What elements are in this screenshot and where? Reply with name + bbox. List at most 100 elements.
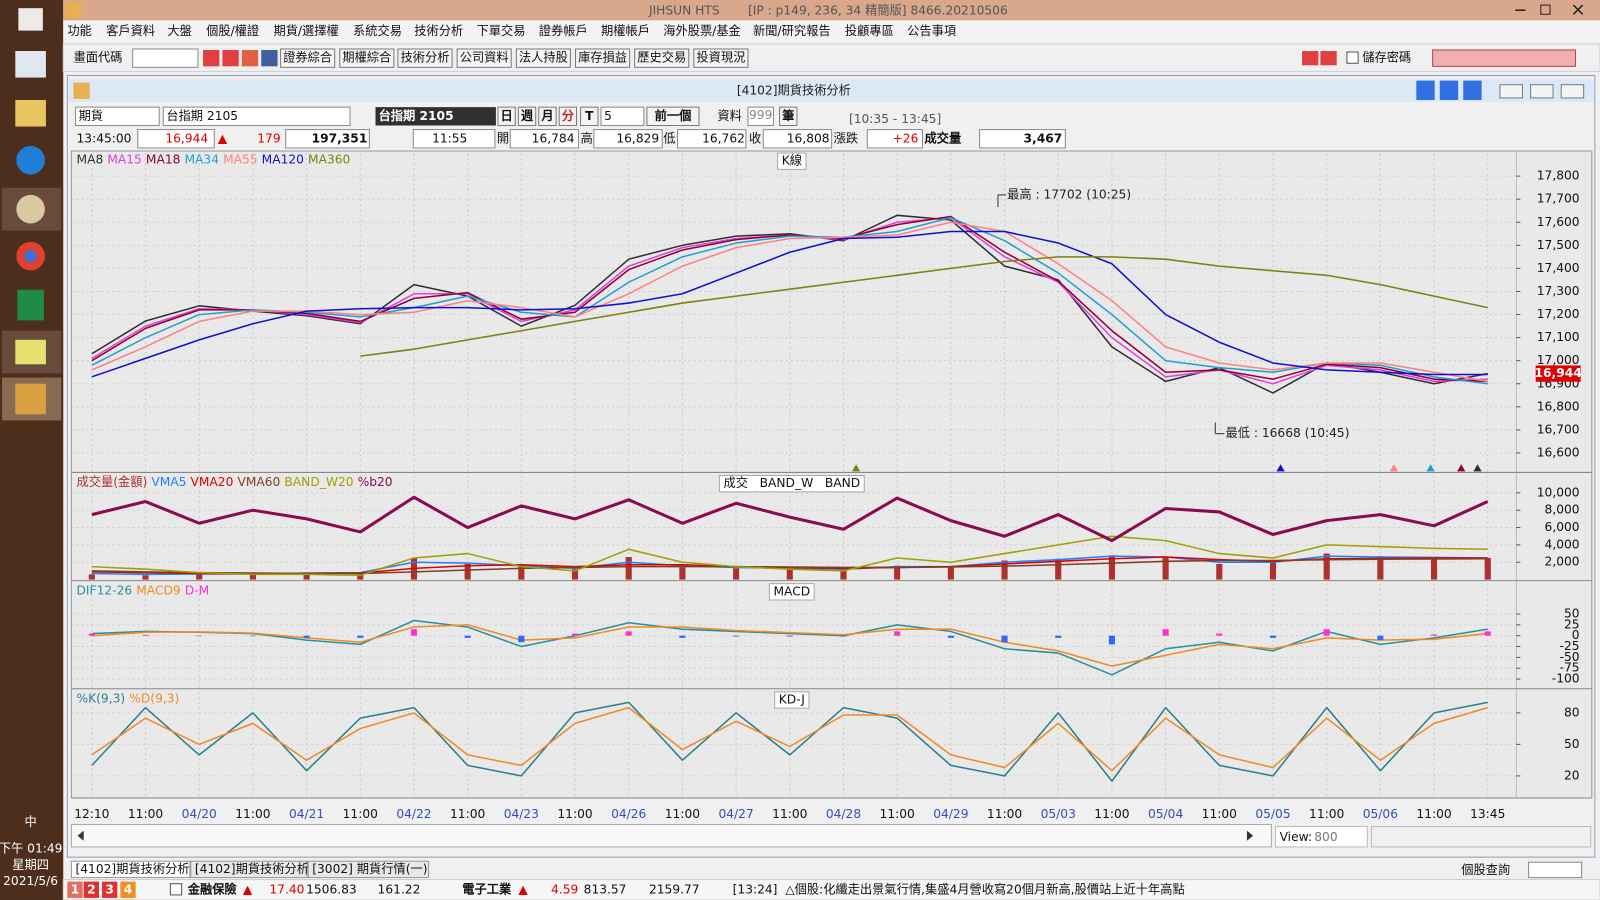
toolbar-button[interactable] — [339, 48, 395, 68]
restore-button[interactable] — [1540, 4, 1551, 15]
menu-item[interactable]: 功能 — [67, 24, 91, 38]
window-button[interactable] — [1463, 80, 1482, 100]
data-count-box[interactable] — [747, 106, 774, 127]
window-close[interactable] — [1560, 84, 1585, 99]
app-icon[interactable] — [15, 339, 46, 365]
period-button[interactable] — [497, 106, 516, 127]
toolbar-button[interactable] — [574, 48, 631, 68]
menu-item[interactable]: 期權帳戶 — [601, 24, 650, 38]
page-label[interactable]: 1 — [71, 882, 80, 896]
menu-item[interactable]: 客戶資料 — [106, 23, 155, 38]
page-label[interactable]: 2 — [87, 882, 96, 896]
menu-item[interactable]: 公告事項 — [907, 24, 956, 38]
window-button[interactable] — [1439, 80, 1459, 100]
y-tick-label: 16,800 — [1537, 399, 1580, 413]
tab[interactable] — [190, 860, 308, 879]
chart-tools[interactable] — [1370, 826, 1592, 848]
app-icon[interactable] — [15, 51, 46, 78]
close-button[interactable] — [1572, 4, 1584, 15]
toolbar-button-label[interactable]: 法人持股 — [519, 50, 568, 65]
ticker-checkbox[interactable] — [169, 883, 183, 896]
page-button[interactable] — [102, 881, 118, 898]
toolbar-button[interactable] — [634, 48, 690, 68]
toolbar-button-label[interactable]: 投資現況 — [696, 50, 745, 65]
y-tick-label: 0 — [1572, 628, 1580, 642]
toolbar-button-label[interactable]: 歷史交易 — [637, 50, 686, 65]
toolbar-button-label[interactable]: 庫存損益 — [578, 50, 627, 65]
menu-item[interactable]: 期貨/選擇權 — [273, 23, 338, 38]
toolbar-button-label[interactable]: 證券綜合 — [283, 50, 332, 65]
page-button[interactable] — [67, 881, 83, 898]
scroll-left[interactable] — [77, 830, 84, 841]
x-tick-label: 05/04 — [1148, 807, 1183, 821]
legend-entry: MA8 — [77, 153, 104, 167]
page-button[interactable] — [83, 881, 99, 898]
tool-icon[interactable] — [241, 49, 259, 67]
prev-label[interactable]: 前一個 — [655, 108, 692, 123]
period-label[interactable]: 週 — [521, 108, 534, 123]
menu-item[interactable]: 大盤 — [167, 24, 191, 38]
toolbar-button[interactable] — [693, 48, 749, 68]
data-unit-box[interactable] — [779, 106, 798, 127]
tab[interactable] — [70, 860, 191, 879]
save-password-checkbox[interactable] — [1346, 51, 1359, 64]
period-label[interactable]: 分 — [562, 108, 575, 123]
scroll-right[interactable] — [1246, 830, 1254, 841]
tab-label[interactable]: [4102]期貨技術分析 — [76, 861, 190, 876]
prev-button[interactable] — [646, 106, 700, 127]
app-icon[interactable] — [15, 99, 46, 127]
app-icon[interactable] — [16, 145, 45, 175]
tab-label[interactable]: [3002] 期貨行情(一) — [312, 861, 427, 876]
menu-item[interactable]: 新聞/研究報告 — [753, 23, 831, 38]
window-button[interactable] — [1416, 80, 1435, 100]
period-label[interactable]: 月 — [540, 109, 553, 123]
period-button[interactable] — [538, 106, 557, 127]
window-minimize[interactable] — [1499, 84, 1523, 99]
tool-icon[interactable] — [1320, 51, 1337, 66]
period-label[interactable]: 日 — [501, 109, 513, 123]
toolbar-button-label[interactable]: 技術分析 — [401, 51, 450, 65]
app-icon[interactable] — [17, 289, 44, 321]
tool-icon[interactable] — [222, 49, 239, 67]
bar — [947, 566, 954, 580]
bar-volume: 3,467 — [1024, 131, 1063, 145]
period-button[interactable] — [580, 106, 599, 127]
page-button[interactable] — [120, 881, 136, 898]
toolbar-button[interactable] — [515, 48, 571, 68]
app-icon[interactable] — [15, 383, 46, 415]
code-input[interactable] — [132, 48, 199, 68]
menu-item[interactable]: 投顧專區 — [845, 23, 894, 38]
app-icon[interactable] — [16, 194, 45, 224]
toolbar-button-label[interactable]: 公司資料 — [460, 51, 509, 65]
toolbar-button-label[interactable]: 期權綜合 — [342, 50, 391, 65]
period-button[interactable] — [517, 106, 537, 127]
menu-item[interactable]: 個股/權證 — [206, 23, 259, 38]
toolbar-button[interactable] — [280, 48, 336, 68]
toolbar-button[interactable] — [397, 48, 453, 68]
menu-item[interactable]: 證券帳戶 — [539, 23, 588, 38]
menu-item[interactable]: 海外股票/基金 — [663, 23, 741, 38]
tool-icon[interactable] — [261, 49, 278, 67]
menu-item[interactable]: 下單交易 — [477, 23, 526, 38]
tool-icon[interactable] — [1302, 51, 1319, 66]
interval-select[interactable] — [600, 106, 645, 127]
scrollbar[interactable] — [70, 823, 1272, 848]
panel-title-box — [768, 583, 815, 601]
query-input[interactable] — [1528, 861, 1583, 879]
window-maximize[interactable] — [1530, 84, 1554, 99]
tool-icons[interactable] — [1432, 49, 1577, 67]
page-label[interactable]: 4 — [124, 882, 133, 896]
tool-icon[interactable] — [203, 49, 220, 67]
bar — [1108, 555, 1115, 580]
start-button[interactable] — [18, 8, 43, 31]
menu-item[interactable]: 系統交易 — [353, 23, 402, 38]
menu-item[interactable]: 技術分析 — [414, 24, 463, 38]
period-button[interactable] — [558, 106, 578, 127]
symbol-input[interactable] — [162, 106, 351, 127]
period-label[interactable]: T — [585, 109, 594, 123]
tab[interactable] — [307, 860, 430, 879]
market-select[interactable] — [74, 106, 160, 127]
tab-label[interactable]: [4102]期貨技術分析 — [195, 861, 309, 876]
toolbar-button[interactable] — [456, 48, 512, 68]
page-label[interactable]: 3 — [105, 882, 114, 896]
